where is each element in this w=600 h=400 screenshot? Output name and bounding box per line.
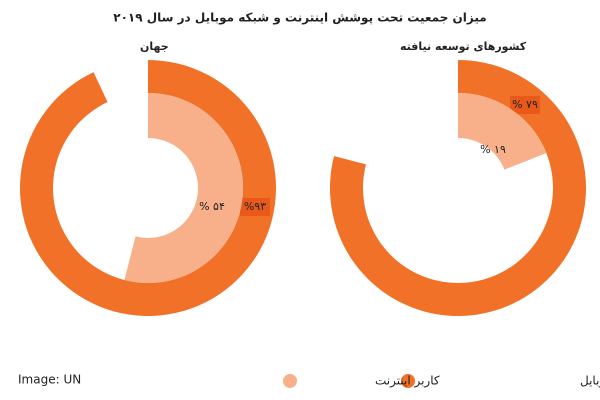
label-box: [240, 198, 270, 216]
label-box: [510, 96, 540, 114]
radial-bar: [124, 93, 243, 283]
legend-label: میزان پوشش شبکه موبایل: [580, 374, 600, 389]
source: Image: UN: [18, 373, 81, 387]
radial-bar: [458, 93, 547, 170]
legend-marker: [401, 374, 415, 388]
legend-label: کاربر اینترنت: [375, 374, 440, 389]
chart-subtitle: کشورهای توسعه نیافته: [400, 40, 527, 53]
value-label: % ۵۴: [199, 200, 225, 213]
chart-title: میزان جمعیت تحت پوشش اینترنت و شبکه موبا…: [113, 11, 486, 26]
chart-subtitle: جهان: [140, 40, 169, 53]
value-label: %۹۳: [244, 200, 266, 213]
legend-marker: [283, 374, 297, 388]
value-label: % ۱۹: [480, 143, 506, 156]
value-label: % ۷۹: [512, 98, 538, 111]
